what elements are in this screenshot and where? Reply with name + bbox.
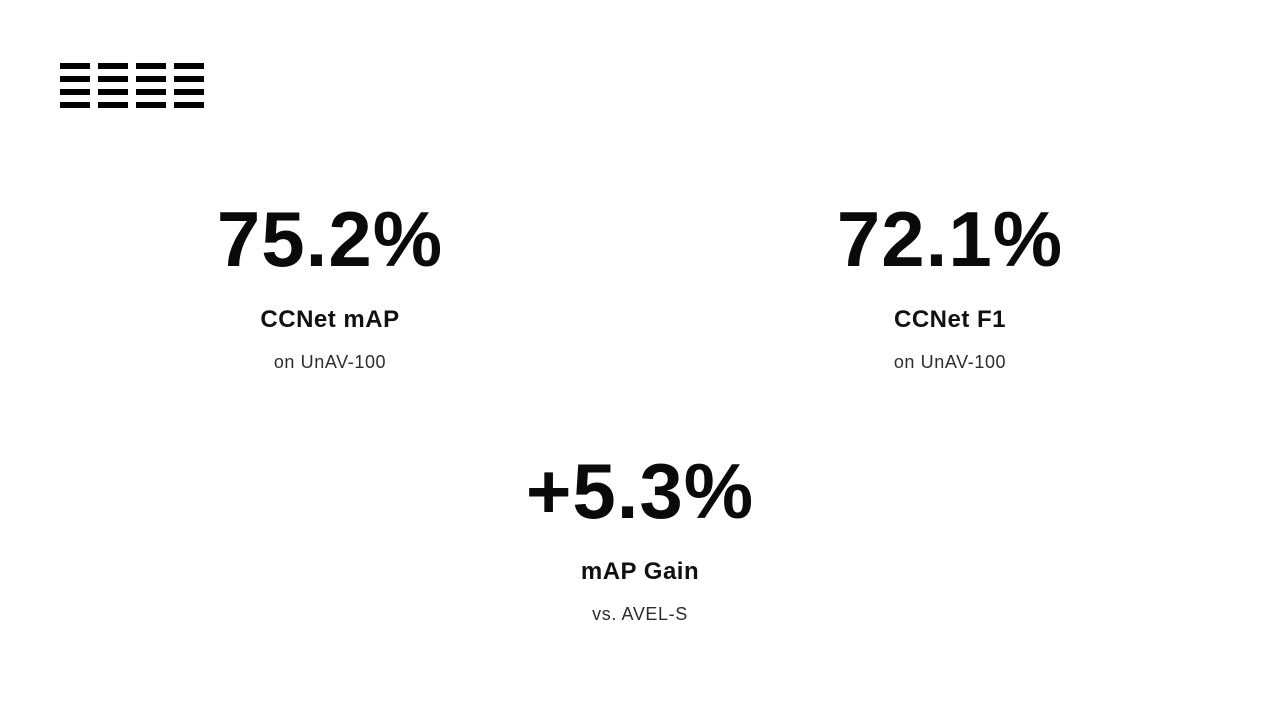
logo-bar [174, 102, 204, 108]
logo-bar [136, 63, 166, 69]
logo-bar [60, 76, 90, 82]
stat-value: 75.2% [216, 195, 444, 283]
logo-bar [174, 63, 204, 69]
stat-block-ccnet-map: 75.2% CCNet mAP on UnAV-100 [217, 200, 443, 372]
logo-bar [174, 89, 204, 95]
stat-subtitle: vs. AVEL-S [592, 603, 688, 624]
stat-value: 72.1% [836, 195, 1064, 283]
bars-grid-logo-icon [60, 63, 204, 108]
stat-label: CCNet F1 [893, 306, 1007, 333]
logo-bar [136, 89, 166, 95]
logo-bar [98, 63, 128, 69]
stat-block-ccnet-f1: 72.1% CCNet F1 on UnAV-100 [837, 200, 1063, 372]
stat-subtitle: on UnAV-100 [273, 351, 387, 372]
logo-bar [98, 89, 128, 95]
logo-bar [174, 76, 204, 82]
logo-bar [60, 63, 90, 69]
logo-bar [136, 102, 166, 108]
logo-bar [98, 102, 128, 108]
stat-subtitle: on UnAV-100 [893, 351, 1007, 372]
logo-bar [60, 89, 90, 95]
logo-bar [60, 102, 90, 108]
stat-label: mAP Gain [580, 558, 700, 585]
logo-bar [98, 76, 128, 82]
stat-value: +5.3% [525, 447, 755, 535]
stat-block-map-gain: +5.3% mAP Gain vs. AVEL-S [526, 452, 754, 624]
stat-label: CCNet mAP [260, 306, 400, 333]
logo-bar [136, 76, 166, 82]
